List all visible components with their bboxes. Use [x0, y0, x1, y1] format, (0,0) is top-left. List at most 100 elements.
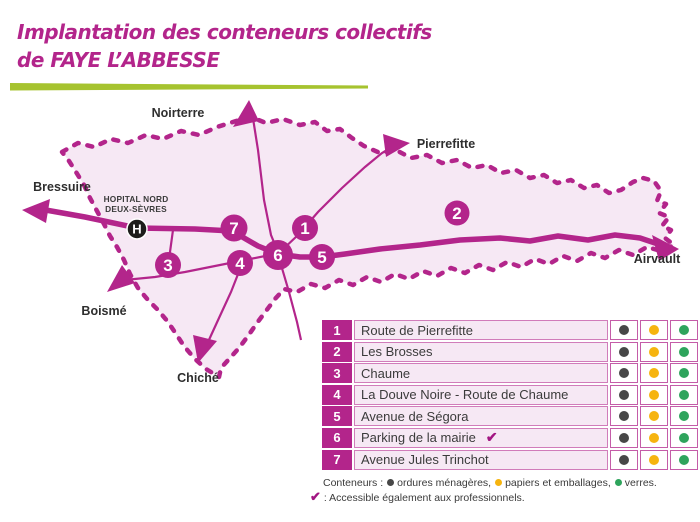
- dot-cell-ordures: [610, 449, 638, 470]
- svg-text:4: 4: [235, 254, 245, 273]
- papiers-dot-icon: [649, 368, 659, 379]
- road-noirterre: [250, 111, 280, 253]
- legend-row-7: 7 Avenue Jules Trinchot: [322, 449, 698, 470]
- site-name: Chaume: [361, 365, 411, 381]
- legend-row-4: 4 La Douve Noire - Route de Chaume: [322, 384, 698, 405]
- dot-cell-ordures: [610, 406, 638, 427]
- legend-row-number: 3: [322, 363, 352, 384]
- road-main: [39, 206, 659, 260]
- arrow-pierrefitte-icon: [383, 134, 410, 157]
- svg-text:7: 7: [229, 219, 238, 238]
- accessible-label: : Accessible également aux professionnel…: [323, 492, 525, 504]
- svg-text:1: 1: [300, 219, 309, 238]
- verres-dot-icon: [679, 325, 689, 335]
- place-label-pierrefitte: Pierrefitte: [417, 137, 475, 151]
- dot-cell-papiers: [640, 384, 668, 405]
- page-title-line2: de FAYE L’ABBESSE: [17, 48, 220, 72]
- legend-row-6: 6 Parking de la mairie ✔: [322, 427, 698, 448]
- place-label-boisme: Boismé: [81, 304, 126, 318]
- verres-dot-icon: [679, 432, 689, 443]
- accessible-check-icon: ✔: [485, 429, 498, 446]
- hospital-label-line1: HOPITAL NORD: [104, 194, 169, 204]
- legend-row-number: 5: [322, 406, 352, 427]
- verres-dot-icon: [614, 478, 622, 486]
- road-chiche: [207, 263, 244, 343]
- marker-3: 3: [155, 252, 181, 278]
- dot-cell-papiers: [640, 427, 668, 448]
- legend-row-number: 4: [322, 384, 352, 405]
- dot-cell-verres: [670, 449, 698, 470]
- verres-dot-icon: [679, 389, 689, 400]
- ordures-dot-icon: [619, 389, 629, 400]
- papiers-label: papiers et emballages,: [505, 477, 611, 489]
- arrow-chiche-icon: [193, 335, 217, 363]
- footer-legend: Conteneurs : ordures ménagères, papiers et…: [310, 477, 694, 505]
- dot-cell-verres: [670, 341, 698, 362]
- dot-cell-papiers: [640, 449, 668, 470]
- svg-text:6: 6: [273, 246, 282, 265]
- arrow-airvault-icon: [652, 235, 679, 261]
- place-label-airvault: Airvault: [634, 252, 681, 266]
- verres-dot-icon: [679, 411, 689, 422]
- hospital-icon: [126, 218, 148, 240]
- ordures-label: ordures ménagères,: [397, 477, 492, 489]
- page-title: Implantation des conteneurs collectifs d…: [17, 18, 432, 74]
- ordures-dot-icon: [619, 325, 629, 335]
- legend-row-label: Route de Pierrefitte: [354, 320, 608, 340]
- papiers-dot-icon: [495, 478, 503, 486]
- title-underline-stroke: [10, 83, 368, 91]
- page-title-line1: Implantation des conteneurs collectifs: [17, 20, 432, 44]
- legend-row-label: Les Brosses: [354, 341, 608, 362]
- legend-row-3: 3 Chaume: [322, 363, 698, 384]
- legend-table: 1 Route de Pierrefitte 2 Les Brosses 3 C…: [322, 320, 698, 471]
- ordures-dot-icon: [619, 411, 629, 422]
- papiers-dot-icon: [649, 411, 659, 422]
- legend-row-2: 2 Les Brosses: [322, 341, 698, 362]
- dot-cell-papiers: [640, 341, 668, 362]
- hospital-label-line2: DEUX-SÈVRES: [105, 204, 167, 214]
- verres-label: verres.: [624, 477, 657, 489]
- dot-cell-papiers: [640, 363, 668, 384]
- dot-cell-verres: [670, 406, 698, 427]
- dot-cell-papiers: [640, 406, 668, 427]
- marker-7: 7: [220, 214, 248, 242]
- legend-row-label: La Douve Noire - Route de Chaume: [354, 384, 608, 405]
- place-label-noirterre: Noirterre: [152, 106, 205, 120]
- containers-prefix: Conteneurs :: [323, 477, 384, 489]
- dot-cell-ordures: [610, 320, 638, 340]
- papiers-dot-icon: [649, 432, 659, 443]
- papiers-dot-icon: [649, 454, 659, 465]
- legend-row-number: 6: [322, 427, 352, 448]
- road-south: [277, 257, 303, 341]
- hospital-h-letter: H: [132, 222, 141, 237]
- legend-row-1: 1 Route de Pierrefitte: [322, 320, 698, 340]
- dot-cell-verres: [670, 363, 698, 384]
- legend-row-label: Parking de la mairie ✔: [354, 427, 608, 448]
- legend-row-label: Avenue Jules Trinchot: [354, 449, 608, 470]
- marker-1: 1: [292, 215, 318, 241]
- svg-text:3: 3: [163, 256, 172, 275]
- legend-row-number: 1: [322, 320, 352, 340]
- legend-row-5: 5 Avenue de Ségora: [322, 406, 698, 427]
- ordures-dot-icon: [619, 432, 629, 443]
- site-name: Les Brosses: [361, 344, 433, 360]
- dot-cell-papiers: [640, 320, 668, 340]
- site-name: Route de Pierrefitte: [361, 322, 474, 338]
- svg-text:2: 2: [452, 204, 461, 223]
- papiers-dot-icon: [649, 325, 659, 335]
- dot-cell-verres: [670, 320, 698, 340]
- dot-cell-verres: [670, 427, 698, 448]
- marker-5: 5: [309, 244, 335, 270]
- dot-cell-ordures: [610, 427, 638, 448]
- ordures-dot-icon: [619, 454, 629, 465]
- arrow-bressuire-icon: [22, 199, 50, 223]
- container-types-line: Conteneurs : ordures ménagères, papiers et…: [310, 477, 694, 490]
- legend-row-label: Chaume: [354, 363, 608, 384]
- site-name: Avenue de Ségora: [361, 408, 469, 424]
- papiers-dot-icon: [649, 389, 659, 400]
- arrow-boisme-icon: [107, 265, 135, 292]
- ordures-dot-icon: [387, 478, 395, 486]
- place-label-chiche: Chiché: [177, 371, 219, 385]
